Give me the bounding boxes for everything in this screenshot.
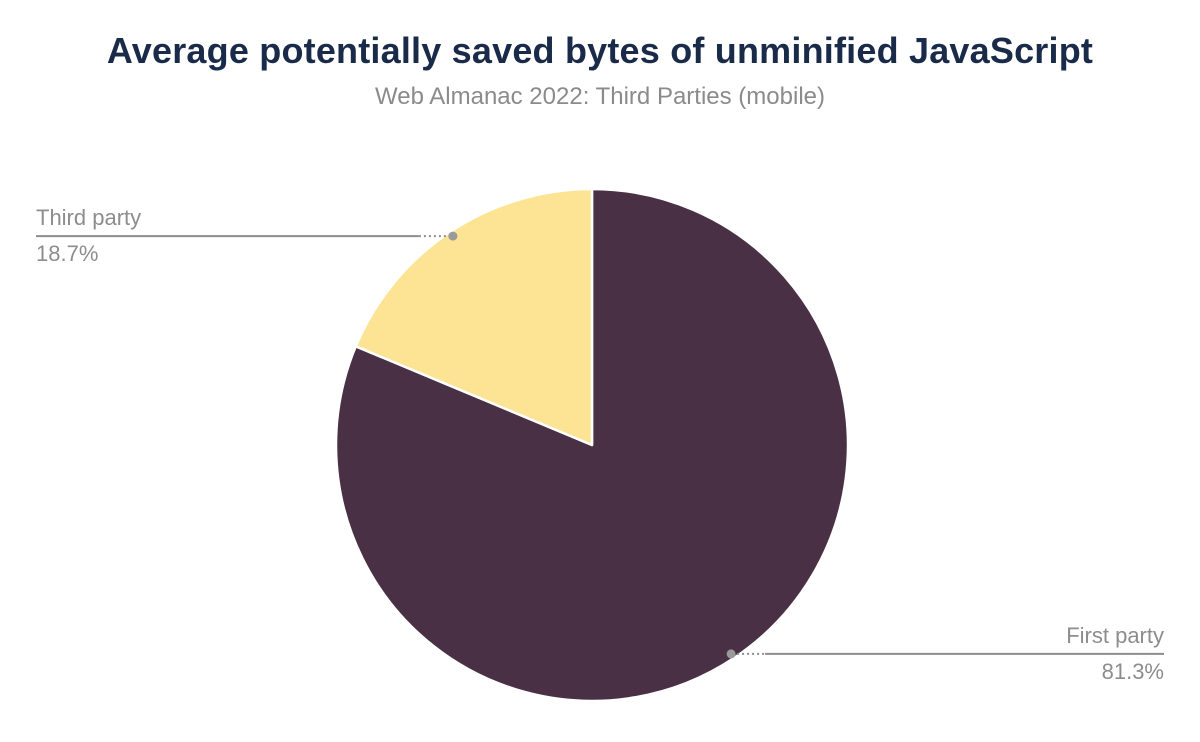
- slice-percentage-third-party: 18.7%: [36, 241, 99, 267]
- pie-slice-third-party: [354, 187, 594, 447]
- leader-dot-first-party: [726, 649, 736, 659]
- chart-subtitle: Web Almanac 2022: Third Parties (mobile): [375, 83, 825, 110]
- slice-percentage-first-party: 81.3%: [1101, 658, 1164, 684]
- callout-third-party: Third party 18.7%: [36, 205, 141, 267]
- slice-label-third-party: Third party: [36, 205, 142, 231]
- leader-dot-third-party: [448, 231, 458, 241]
- chart-title: Average potentially saved bytes of unmin…: [106, 30, 1094, 71]
- callout-first-party: First party 81.3%: [1066, 623, 1164, 685]
- slice-label-first-party: First party: [1066, 622, 1164, 648]
